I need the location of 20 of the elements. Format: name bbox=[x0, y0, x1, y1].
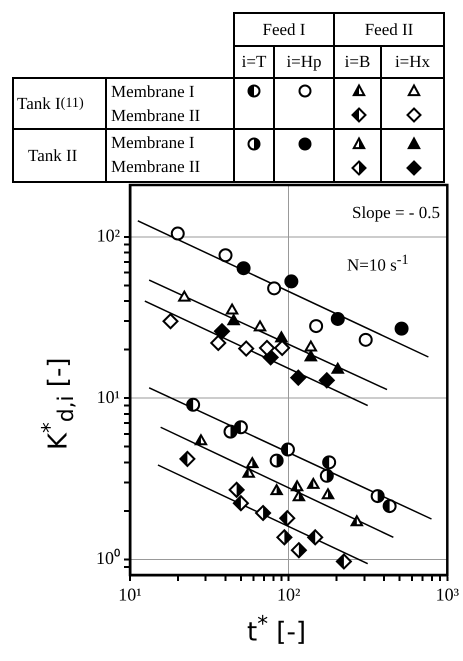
annotation: N=10 s$^{-1}$ bbox=[347, 252, 409, 276]
x-tick-label: 10² bbox=[276, 584, 300, 605]
annotation: Slope = - 0.5 bbox=[352, 203, 440, 223]
text: i=Hx bbox=[380, 45, 445, 79]
text: Membrane II bbox=[111, 106, 200, 125]
text: Feed I bbox=[233, 12, 335, 47]
text: Tank II bbox=[12, 128, 107, 183]
text: i=B bbox=[333, 45, 382, 79]
text: Membrane I bbox=[111, 82, 195, 101]
y-tick-label: 10⁰ bbox=[96, 548, 120, 568]
text: Membrane II bbox=[111, 157, 200, 176]
text: Membrane I bbox=[111, 133, 195, 152]
text: Feed II bbox=[333, 12, 445, 47]
x-tick-label: 10¹ bbox=[118, 584, 142, 605]
x-axis-title: t$^{*}$ [-] bbox=[246, 612, 307, 648]
x-tick-label: 10³ bbox=[436, 584, 460, 605]
y-tick-label: 10² bbox=[96, 226, 120, 246]
text: i=Hp bbox=[273, 45, 335, 79]
text: i=T bbox=[233, 45, 275, 79]
y-tick-label: 10¹ bbox=[96, 386, 120, 407]
